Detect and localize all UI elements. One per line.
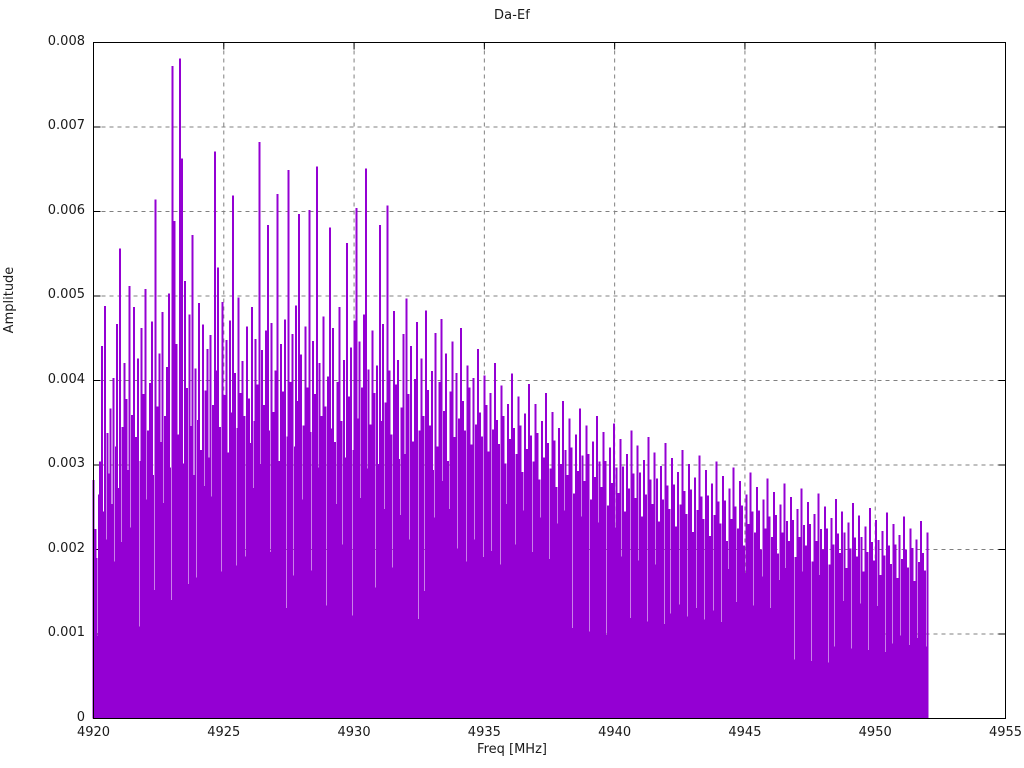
x-tick-label: 4935: [467, 724, 501, 740]
plot-border: [93, 42, 1006, 719]
y-tick-label: 0.008: [47, 33, 85, 49]
y-tick-label: 0.001: [47, 625, 85, 640]
y-tick-label: 0.003: [47, 456, 85, 471]
chart-title: Da-Ef: [494, 8, 530, 23]
x-tick-label: 4940: [598, 724, 632, 740]
y-tick-label: 0.002: [47, 540, 85, 556]
y-tick-label: 0.004: [47, 371, 85, 387]
x-tick-label: 4925: [207, 724, 241, 740]
y-tick-label: 0.005: [47, 287, 85, 302]
x-axis-label: Freq [MHz]: [477, 742, 547, 757]
x-tick-label: 4950: [858, 724, 892, 740]
x-tick-label: 4920: [76, 724, 111, 740]
data-series-impulses: [92, 58, 929, 719]
x-tick-label: 4945: [728, 724, 762, 740]
x-tick-label: 4955: [988, 724, 1023, 740]
y-tick-label: 0.006: [47, 202, 85, 218]
y-tick-label: 0.007: [47, 118, 85, 133]
y-tick-label: 0: [76, 709, 85, 725]
x-tick-label: 4930: [337, 724, 371, 740]
